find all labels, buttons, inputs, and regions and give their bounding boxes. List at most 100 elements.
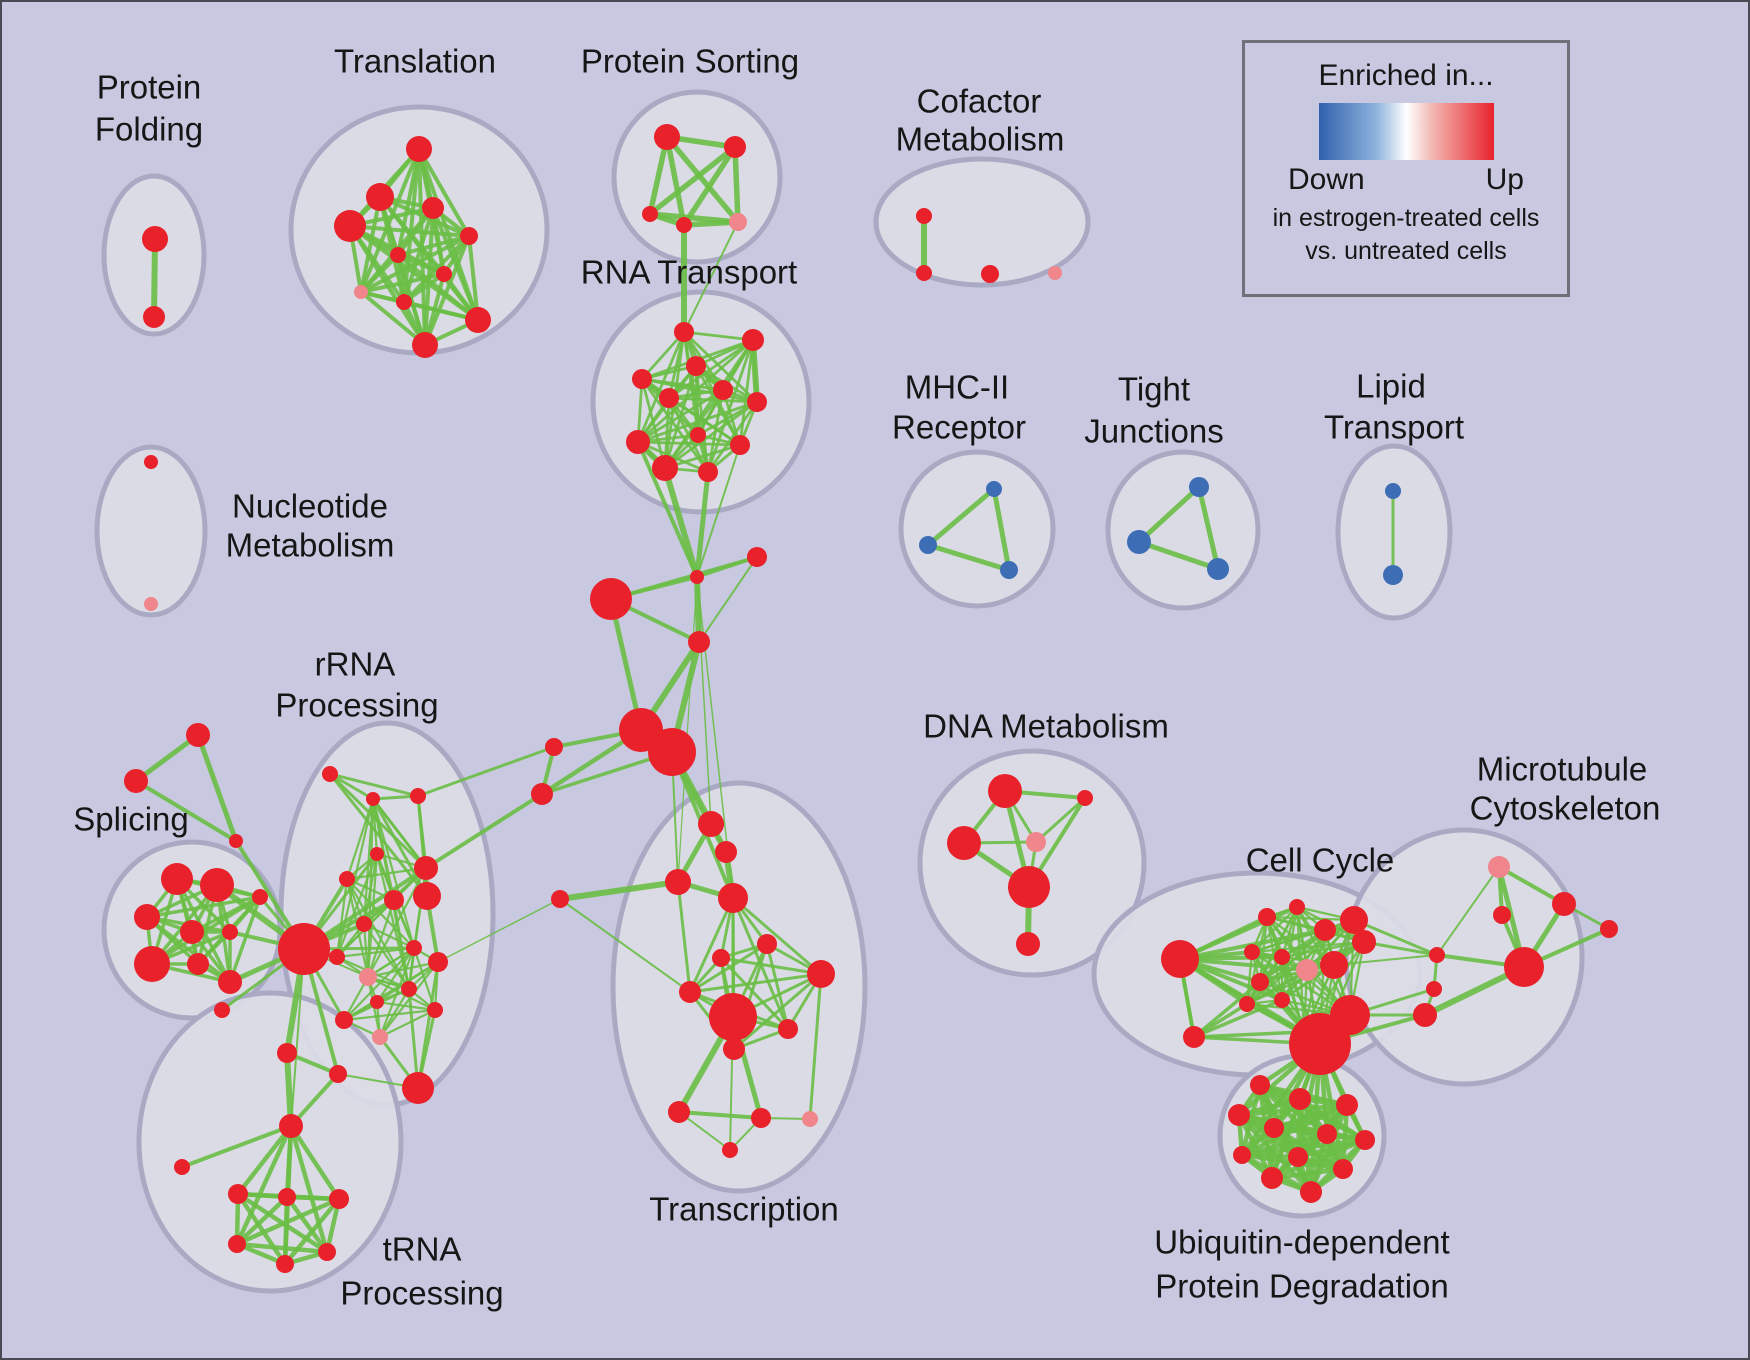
gene-set-node-u4[interactable] — [1228, 1104, 1250, 1126]
gene-set-node-rr5[interactable] — [414, 856, 438, 880]
gene-set-node-t6[interactable] — [390, 247, 406, 263]
gene-set-node-tr14[interactable] — [722, 1142, 738, 1158]
gene-set-node-mt4[interactable] — [1429, 947, 1445, 963]
gene-set-node-j2[interactable] — [747, 547, 767, 567]
gene-set-node-tr2[interactable] — [715, 841, 737, 863]
gene-set-node-tj1[interactable] — [1189, 477, 1209, 497]
gene-set-node-d3[interactable] — [947, 826, 981, 860]
gene-set-node-rr8[interactable] — [413, 882, 441, 910]
gene-set-node-u11[interactable] — [1261, 1167, 1283, 1189]
gene-set-node-rr11[interactable] — [329, 949, 345, 965]
gene-set-node-cf3[interactable] — [981, 265, 999, 283]
gene-set-node-rt1[interactable] — [674, 322, 694, 342]
gene-set-node-d1[interactable] — [988, 774, 1022, 808]
gene-set-node-sp7[interactable] — [187, 953, 209, 975]
gene-set-node-tr4[interactable] — [718, 883, 748, 913]
gene-set-node-L1[interactable] — [545, 738, 563, 756]
gene-set-node-ps3[interactable] — [642, 206, 658, 222]
gene-set-node-lt2[interactable] — [1383, 565, 1403, 585]
gene-set-node-rr14[interactable] — [402, 1072, 434, 1104]
gene-set-node-cf1[interactable] — [916, 208, 932, 224]
gene-set-node-u7[interactable] — [1355, 1130, 1375, 1150]
gene-set-node-c13[interactable] — [1352, 930, 1376, 954]
gene-set-node-rt8[interactable] — [690, 427, 706, 443]
gene-set-node-mh2[interactable] — [919, 536, 937, 554]
gene-set-node-sp9[interactable] — [252, 889, 268, 905]
gene-set-node-c8[interactable] — [1251, 973, 1269, 991]
gene-set-node-mt2[interactable] — [1552, 892, 1576, 916]
gene-set-node-t11[interactable] — [412, 332, 438, 358]
gene-set-node-mh3[interactable] — [1000, 561, 1018, 579]
gene-set-node-sp6[interactable] — [134, 946, 170, 982]
gene-set-node-u9[interactable] — [1288, 1147, 1308, 1167]
gene-set-node-rt5[interactable] — [659, 388, 679, 408]
gene-set-node-nm1[interactable] — [144, 455, 158, 469]
gene-set-node-tr12[interactable] — [668, 1101, 690, 1123]
gene-set-node-sp5[interactable] — [222, 924, 238, 940]
gene-set-node-rr3[interactable] — [410, 788, 426, 804]
gene-set-node-mh1[interactable] — [986, 481, 1002, 497]
gene-set-node-tri3[interactable] — [229, 834, 243, 848]
gene-set-node-mt5[interactable] — [1426, 981, 1442, 997]
gene-set-node-rr7[interactable] — [384, 890, 404, 910]
gene-set-node-c9[interactable] — [1320, 951, 1348, 979]
gene-set-node-sp8[interactable] — [218, 970, 242, 994]
gene-set-node-rt9[interactable] — [626, 430, 650, 454]
gene-set-node-cf2[interactable] — [916, 265, 932, 281]
gene-set-node-sp3[interactable] — [134, 904, 160, 930]
gene-set-node-cbl[interactable] — [1183, 1026, 1205, 1048]
gene-set-node-rt2[interactable] — [742, 329, 764, 351]
gene-set-node-cf4[interactable] — [1048, 266, 1062, 280]
gene-set-node-c4[interactable] — [1340, 906, 1368, 934]
gene-set-node-bigA[interactable] — [590, 578, 632, 620]
gene-set-node-u10[interactable] — [1333, 1159, 1353, 1179]
gene-set-node-tn3[interactable] — [329, 1189, 349, 1209]
gene-set-node-tr3[interactable] — [665, 869, 691, 895]
gene-set-node-u12[interactable] — [1300, 1181, 1322, 1203]
gene-set-node-tr11[interactable] — [723, 1038, 745, 1060]
gene-set-node-c2[interactable] — [1289, 899, 1305, 915]
gene-set-node-sp1[interactable] — [161, 863, 193, 895]
gene-set-node-tr5[interactable] — [757, 934, 777, 954]
gene-set-node-ps1[interactable] — [654, 124, 680, 150]
gene-set-node-rr16[interactable] — [335, 1011, 353, 1029]
gene-set-node-tri2[interactable] — [124, 769, 148, 793]
gene-set-node-c10[interactable] — [1239, 996, 1255, 1012]
gene-set-node-mt6[interactable] — [1413, 1003, 1437, 1027]
gene-set-node-t5[interactable] — [460, 227, 478, 245]
gene-set-node-t1[interactable] — [406, 136, 432, 162]
gene-set-node-rt3[interactable] — [686, 356, 706, 376]
gene-set-node-hub3[interactable] — [278, 923, 330, 975]
gene-set-node-t4[interactable] — [422, 197, 444, 219]
gene-set-node-c6[interactable] — [1274, 949, 1290, 965]
gene-set-node-t7[interactable] — [436, 266, 452, 282]
gene-set-node-tri1[interactable] — [186, 723, 210, 747]
gene-set-node-rt11[interactable] — [652, 455, 678, 481]
gene-set-node-m1[interactable] — [277, 1043, 297, 1063]
gene-set-node-c1[interactable] — [1258, 908, 1276, 926]
gene-set-node-ps4[interactable] — [676, 217, 692, 233]
gene-set-node-chub[interactable] — [1161, 940, 1199, 978]
gene-set-node-t10[interactable] — [465, 307, 491, 333]
gene-set-node-tr6[interactable] — [712, 949, 730, 967]
gene-set-node-rt4[interactable] — [632, 369, 652, 389]
gene-set-node-u8[interactable] — [1233, 1146, 1251, 1164]
gene-set-node-u2[interactable] — [1289, 1088, 1311, 1110]
gene-set-node-rrp2[interactable] — [372, 1029, 388, 1045]
gene-set-node-sx[interactable] — [214, 1002, 230, 1018]
gene-set-node-rr1[interactable] — [322, 766, 338, 782]
gene-set-node-rr15[interactable] — [370, 995, 384, 1009]
gene-set-node-d2[interactable] — [1077, 790, 1093, 806]
gene-set-node-t2[interactable] — [366, 183, 394, 211]
gene-set-node-tnh[interactable] — [279, 1114, 303, 1138]
gene-set-node-mt3[interactable] — [1504, 947, 1544, 987]
gene-set-node-tj3[interactable] — [1207, 558, 1229, 580]
gene-set-node-rrp1[interactable] — [359, 968, 377, 986]
gene-set-node-rt10[interactable] — [730, 435, 750, 455]
gene-set-node-tn5[interactable] — [276, 1255, 294, 1273]
gene-set-node-tnl[interactable] — [174, 1159, 190, 1175]
gene-set-node-rr2[interactable] — [366, 792, 380, 806]
gene-set-node-rr9[interactable] — [356, 916, 372, 932]
gene-set-node-trp1[interactable] — [802, 1111, 818, 1127]
gene-set-node-t9[interactable] — [396, 294, 412, 310]
